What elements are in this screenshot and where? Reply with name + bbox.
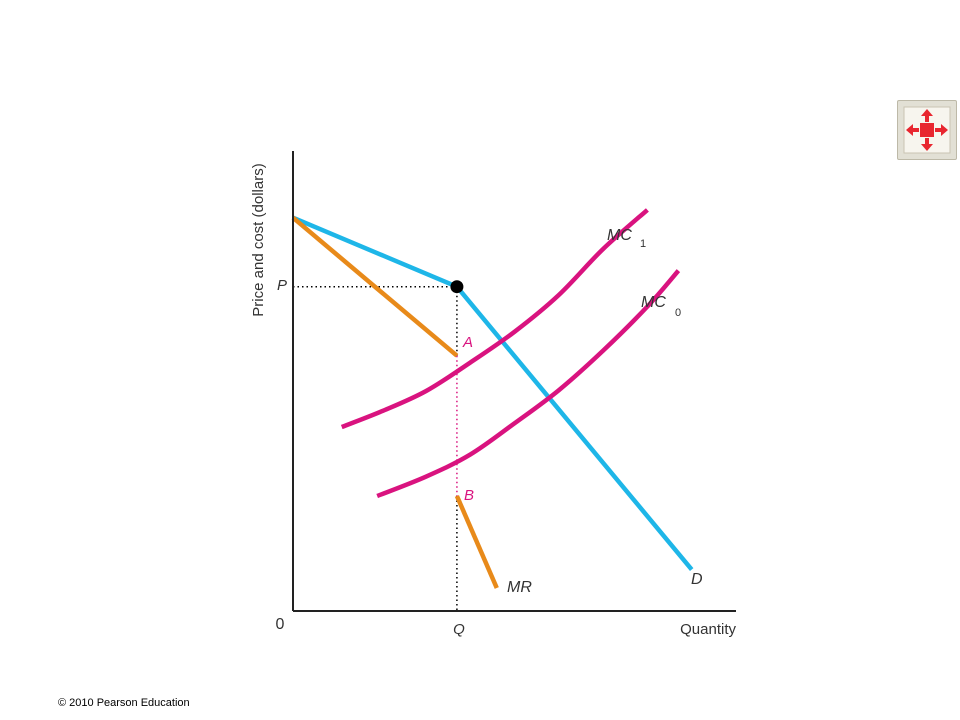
series-revenue-1 xyxy=(291,215,459,358)
origin-label: 0 xyxy=(276,616,285,633)
point-label-a: A xyxy=(462,334,473,351)
y-axis-label: Price and cost (dollars) xyxy=(250,163,267,316)
series-cost-4 xyxy=(376,269,681,499)
series-cost-3 xyxy=(340,208,649,430)
curves xyxy=(291,208,694,589)
y-tick-p: P xyxy=(277,277,287,294)
mc0-label: MC xyxy=(641,294,666,311)
mc0-subscript: 0 xyxy=(675,307,681,319)
demand-label: D xyxy=(691,571,703,588)
mr-label: MR xyxy=(507,579,532,596)
kink-point xyxy=(450,280,464,294)
mc1-label: MC xyxy=(607,227,632,244)
x-axis-label: Quantity xyxy=(680,621,736,638)
expand-arrows-icon xyxy=(903,106,951,154)
series-revenue-2 xyxy=(454,495,499,589)
x-tick-q: Q xyxy=(453,621,465,638)
mc1-subscript: 1 xyxy=(640,238,646,250)
marks xyxy=(450,280,464,294)
fullscreen-button[interactable] xyxy=(897,100,957,160)
axes xyxy=(292,151,736,612)
point-label-b: B xyxy=(464,487,474,504)
copyright-text: © 2010 Pearson Education xyxy=(58,697,190,709)
